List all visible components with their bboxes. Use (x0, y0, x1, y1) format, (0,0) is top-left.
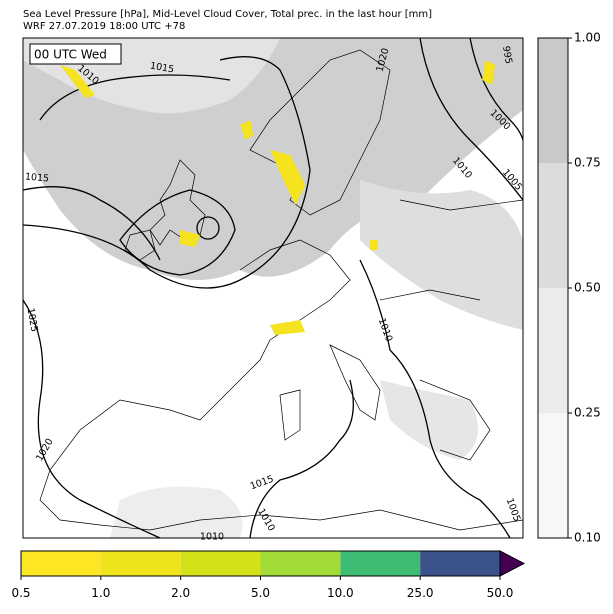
map (22, 37, 524, 539)
contour-label: 1015 (24, 171, 49, 184)
colorbar-tick-label: 0.10 (574, 531, 601, 545)
colorbar-tick-label: 0.75 (574, 156, 601, 170)
colorbar-segment (538, 413, 568, 538)
colorbar-tick-label: 0.50 (574, 281, 601, 295)
cloud-colorbar: 0.10 0.25 0.50 0.75 1.00 (537, 31, 601, 545)
colorbar-segment (21, 551, 101, 576)
colorbar-tick-label: 5.0 (251, 586, 270, 600)
colorbar-tick-label: 2.0 (171, 586, 190, 600)
contour-label: 1015 (149, 60, 175, 75)
colorbar-segment (180, 551, 261, 576)
colorbar-tick-label: 0.5 (11, 586, 30, 600)
colorbar-extend (499, 550, 526, 577)
contour-label: 1010 (200, 532, 224, 543)
colorbar-tick-label: 25.0 (407, 586, 434, 600)
contour-label: 995 (500, 45, 514, 65)
time-label: 00 UTC Wed (34, 48, 107, 62)
colorbar-segment (538, 163, 568, 288)
colorbar-segment (538, 38, 568, 163)
colorbar-tick-label: 0.25 (574, 406, 601, 420)
time-box (29, 43, 122, 65)
colorbar-tick-label: 50.0 (487, 586, 514, 600)
contour-label: 1025 (24, 307, 39, 333)
colorbar-segment (260, 551, 341, 576)
colorbar-segment (420, 551, 500, 576)
subtitle: WRF 27.07.2019 18:00 UTC +78 (23, 21, 185, 32)
precip-colorbar: 0.5 1.0 2.0 5.0 10.0 25.0 50.0 (11, 550, 526, 600)
title: Sea Level Pressure [hPa], Mid-Level Clou… (23, 9, 432, 20)
colorbar-segment (340, 551, 421, 576)
colorbar-tick-label: 1.0 (91, 586, 110, 600)
colorbar-tick-label: 10.0 (327, 586, 354, 600)
colorbar-segment (100, 551, 181, 576)
colorbar-segment (538, 288, 568, 413)
colorbar-tick-label: 1.00 (574, 31, 601, 45)
